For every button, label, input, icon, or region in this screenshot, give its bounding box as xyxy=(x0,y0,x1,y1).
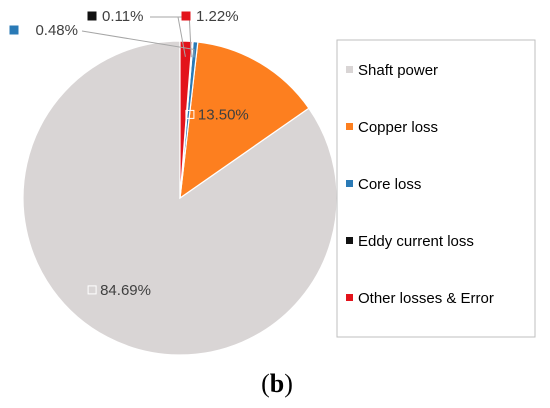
data-label-text-copper-loss: 13.50% xyxy=(198,106,249,123)
legend-swatch-other-losses-and-error xyxy=(346,294,353,301)
data-label-key-other-losses-and-error xyxy=(181,11,191,21)
data-label-key-core-loss xyxy=(9,25,19,35)
data-label-copper-loss: 13.50% xyxy=(185,106,249,123)
legend-label-copper-loss: Copper loss xyxy=(358,119,438,136)
data-label-eddy-current-loss: 0.11% xyxy=(87,8,143,25)
data-label-other-losses-and-error: 1.22% xyxy=(181,8,239,25)
data-label-key-copper-loss xyxy=(185,109,195,119)
legend-label-eddy-current-loss: Eddy current loss xyxy=(358,233,474,250)
legend-frame xyxy=(336,39,536,338)
pie-slices xyxy=(22,40,338,356)
legend-swatch-core-loss xyxy=(346,180,353,187)
legend-item-eddy-current-loss: Eddy current loss xyxy=(346,233,474,250)
legend: Shaft power Copper loss Core loss Eddy curr… xyxy=(336,39,536,338)
data-labels: 84.69% 13.50% 0.48% 0.11% 1.22% xyxy=(9,8,249,299)
data-label-key-shaft-power xyxy=(87,285,97,295)
data-label-text-shaft-power: 84.69% xyxy=(100,282,151,299)
data-label-text-core-loss: 0.48% xyxy=(35,22,78,39)
slice-copper-loss xyxy=(179,41,310,200)
caption-close-paren: ) xyxy=(284,369,293,398)
legend-label-other-losses-and-error: Other losses & Error xyxy=(358,290,494,307)
legend-label-shaft-power: Shaft power xyxy=(358,62,438,79)
legend-item-core-loss: Core loss xyxy=(346,176,421,193)
legend-swatch-copper-loss xyxy=(346,123,353,130)
caption-open-paren: ( xyxy=(261,369,270,398)
figure-caption: (b) xyxy=(261,369,293,398)
leader-line-other-losses-and-error xyxy=(177,16,186,57)
legend-swatch-shaft-power xyxy=(346,66,353,73)
leader-line-core-loss xyxy=(81,30,195,58)
slice-other-losses-and-error xyxy=(179,40,193,199)
legend-items: Shaft power Copper loss Core loss Eddy curr… xyxy=(346,62,494,307)
legend-swatch-eddy-current-loss xyxy=(346,237,353,244)
legend-item-copper-loss: Copper loss xyxy=(346,119,438,136)
data-label-text-eddy-current-loss: 0.11% xyxy=(102,8,143,25)
caption-letter: b xyxy=(270,369,284,398)
data-label-text-other-losses-and-error: 1.22% xyxy=(196,8,239,25)
legend-label-core-loss: Core loss xyxy=(358,176,421,193)
legend-item-other-losses-and-error: Other losses & Error xyxy=(346,290,494,307)
data-label-core-loss: 0.48% xyxy=(9,22,78,39)
legend-item-shaft-power: Shaft power xyxy=(346,62,438,79)
data-label-key-eddy-current-loss xyxy=(87,11,97,21)
data-label-shaft-power: 84.69% xyxy=(87,282,151,299)
